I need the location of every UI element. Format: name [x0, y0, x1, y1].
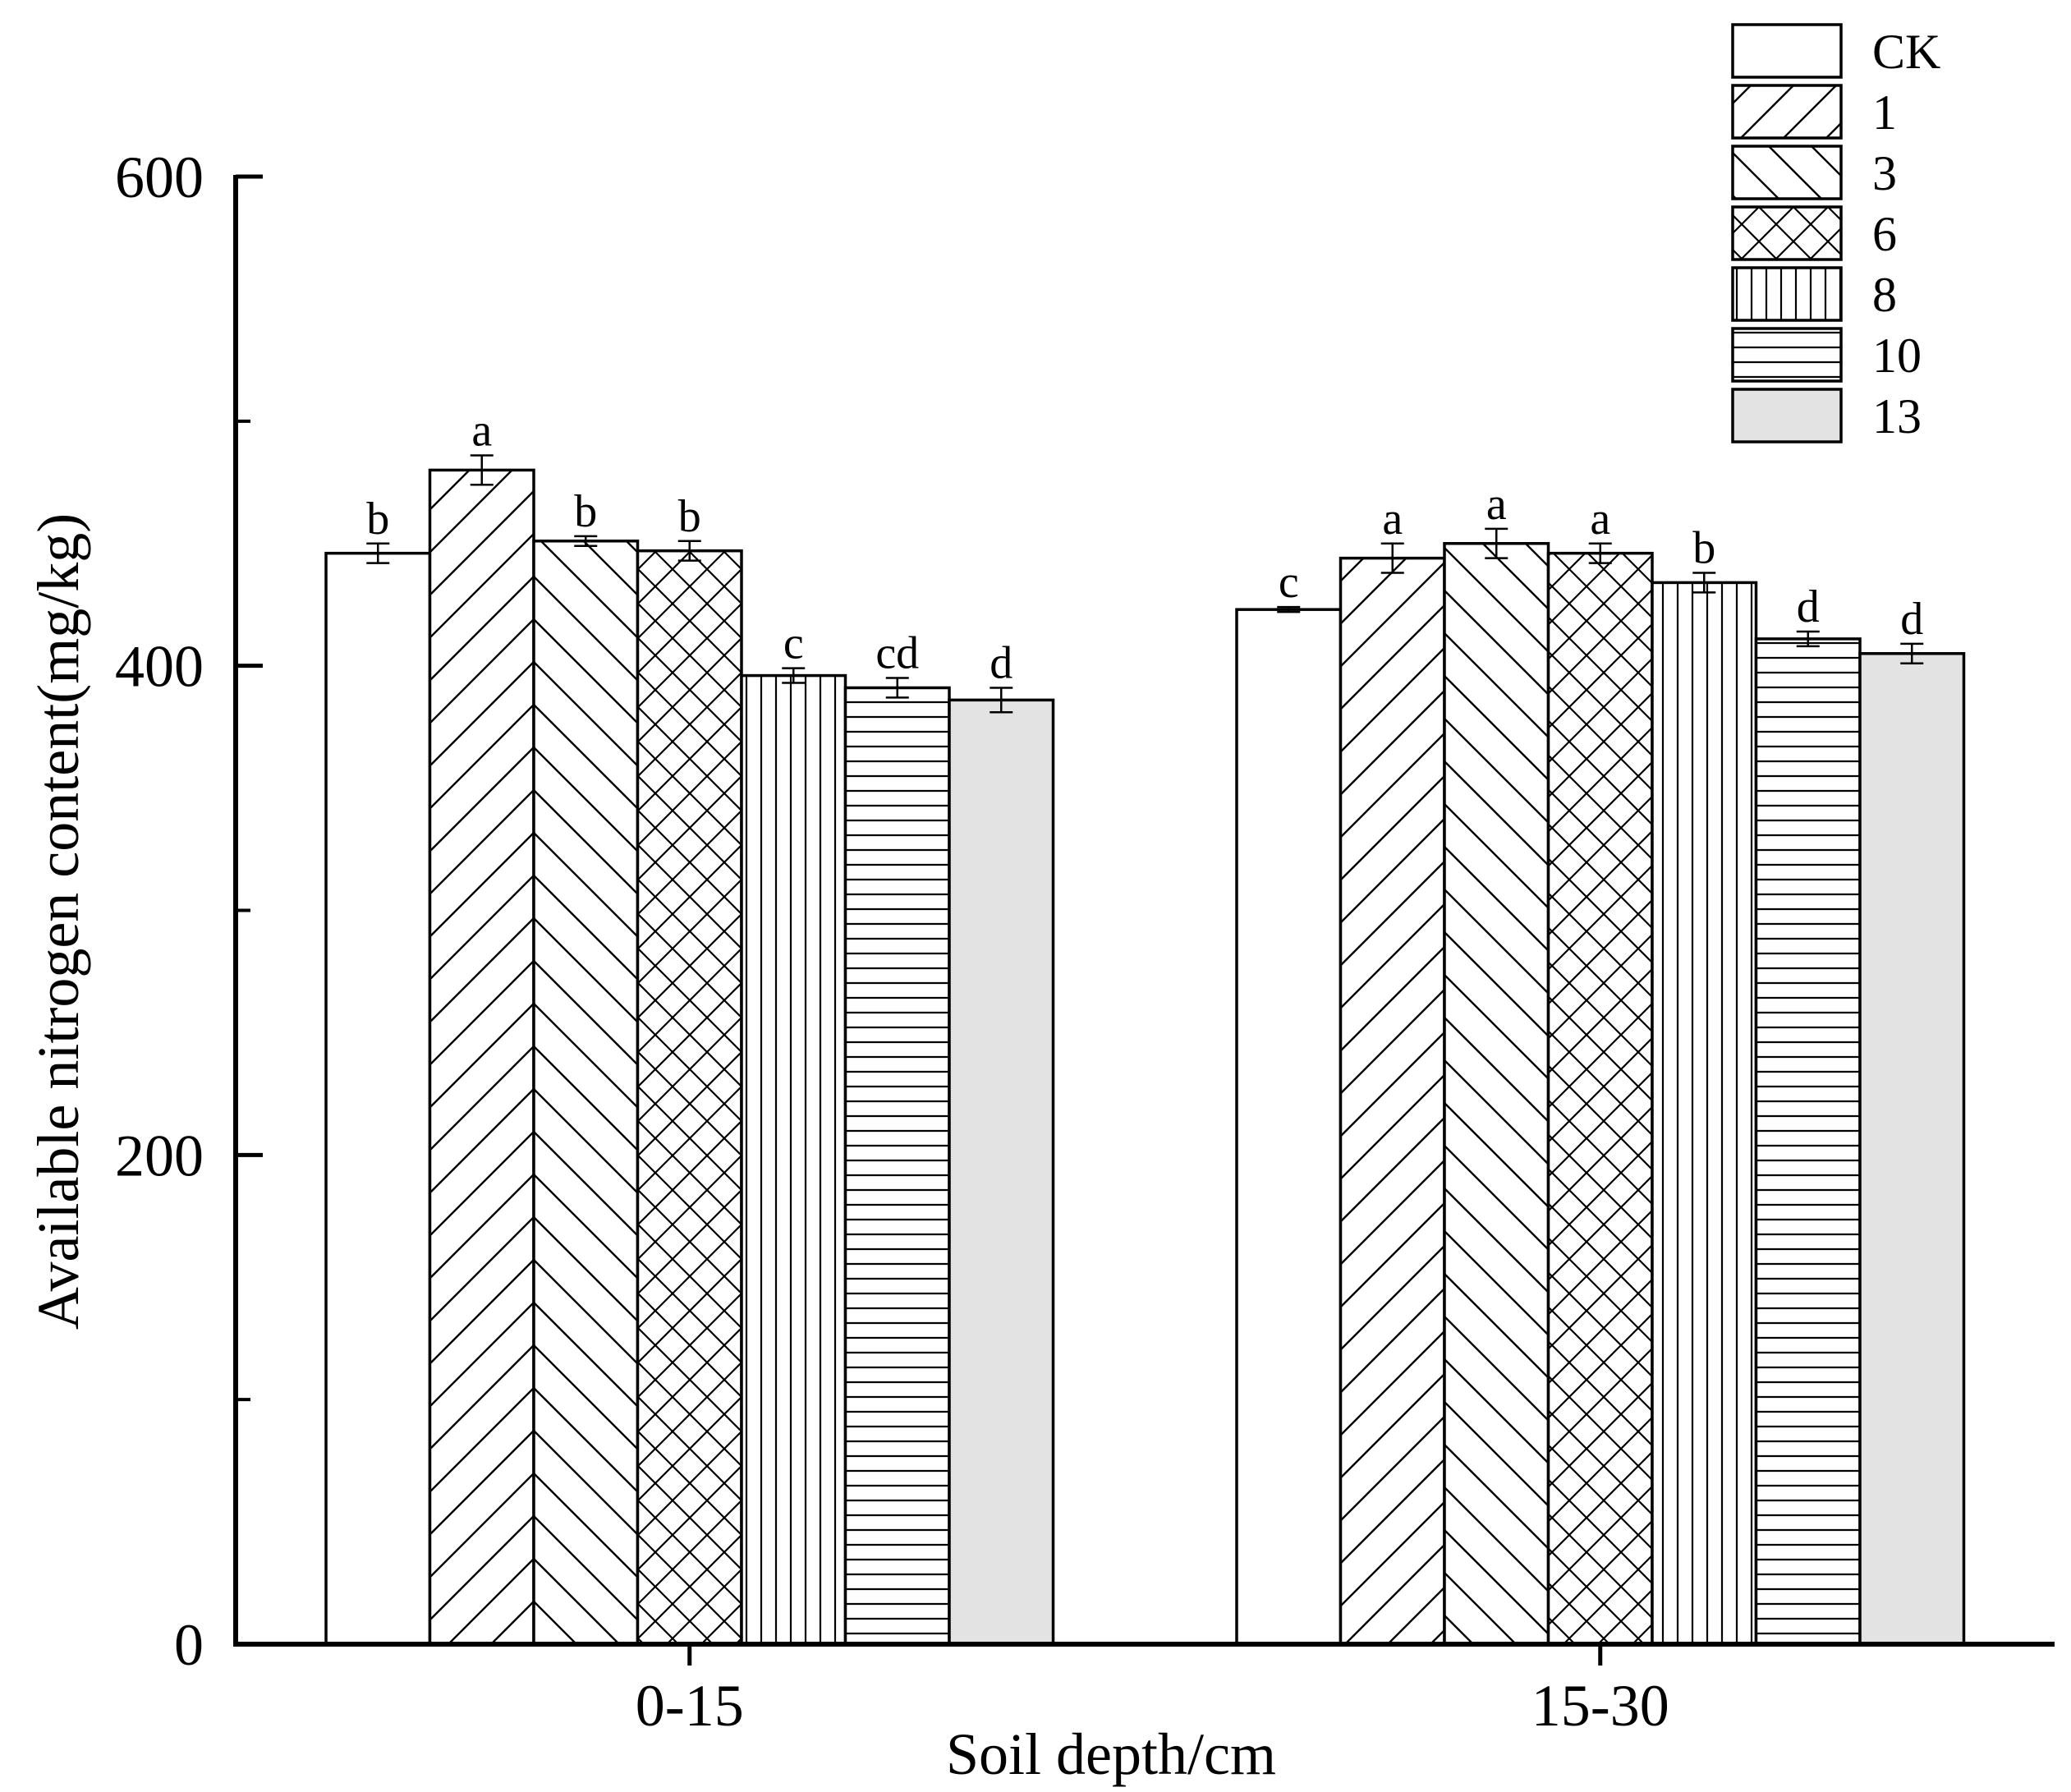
bar-3-0-15 — [532, 540, 640, 1646]
legend-swatch-13 — [1731, 388, 1843, 443]
legend-swatch-8 — [1731, 266, 1843, 322]
significance-label: a — [1486, 479, 1507, 530]
legend-label-CK: CK — [1872, 25, 1940, 79]
bar-8-0-15 — [740, 673, 847, 1646]
legend-swatch-6 — [1731, 205, 1843, 261]
bar-8-15-30 — [1651, 581, 1758, 1646]
bar-1-0-15 — [428, 468, 535, 1646]
legend-swatch-10 — [1731, 327, 1843, 383]
bar-10-15-30 — [1754, 637, 1862, 1646]
axes: 0 200 400 600 0-15 15-30 — [115, 145, 2055, 1739]
significance-label: d — [990, 637, 1013, 688]
bar-CK-15-30 — [1235, 608, 1343, 1646]
x-tick-label: 15-30 — [1531, 1673, 1669, 1739]
legend-swatch-CK — [1731, 23, 1843, 79]
significance-label: b — [574, 486, 597, 537]
x-axis-title: Soil depth/cm — [946, 1721, 1276, 1787]
significance-label: b — [678, 491, 701, 542]
legend-label-13: 13 — [1872, 389, 1922, 443]
significance-label: a — [471, 406, 492, 457]
legend-swatch-3 — [1731, 145, 1843, 200]
bar-6-0-15 — [636, 549, 743, 1646]
significance-labels-layer: b a b b c cd d c a a a b d d — [366, 406, 1923, 689]
significance-label: c — [783, 618, 804, 669]
y-tick-label: 0 — [174, 1612, 204, 1678]
y-axis-title: Available nitrogen content(mg/kg) — [25, 513, 91, 1330]
bar-13-15-30 — [1858, 652, 1966, 1646]
y-axis-ticks: 0 200 400 600 — [115, 145, 263, 1678]
significance-label: a — [1590, 494, 1610, 544]
significance-label: d — [1797, 581, 1820, 632]
y-tick-label: 600 — [115, 145, 204, 210]
significance-label: b — [366, 494, 389, 544]
error-bars-layer — [366, 454, 1924, 714]
legend-label-8: 8 — [1872, 268, 1897, 322]
x-axis-ticks: 0-15 15-30 — [636, 1644, 1669, 1739]
legend-label-6: 6 — [1872, 207, 1897, 261]
significance-label: cd — [875, 628, 919, 679]
significance-label: d — [1900, 594, 1923, 645]
significance-label: c — [1279, 557, 1299, 608]
bar-10-0-15 — [843, 686, 951, 1646]
legend-swatch-1 — [1731, 84, 1843, 140]
significance-label: a — [1382, 494, 1403, 544]
significance-label: b — [1692, 522, 1715, 573]
y-tick-label: 200 — [115, 1123, 204, 1188]
bar-1-15-30 — [1339, 556, 1446, 1646]
x-tick-label: 0-15 — [636, 1673, 744, 1739]
bar-3-15-30 — [1443, 542, 1550, 1646]
bar-6-15-30 — [1546, 551, 1654, 1646]
y-tick-label: 400 — [115, 634, 204, 700]
legend-label-3: 3 — [1872, 146, 1897, 200]
legend-label-10: 10 — [1872, 329, 1922, 383]
bar-13-0-15 — [948, 698, 1055, 1646]
legend-label-1: 1 — [1872, 85, 1897, 140]
bar-CK-0-15 — [324, 551, 432, 1646]
bars-layer — [324, 468, 1966, 1646]
